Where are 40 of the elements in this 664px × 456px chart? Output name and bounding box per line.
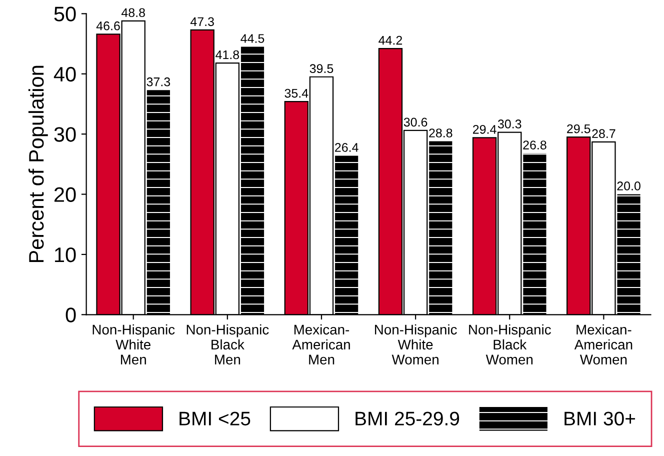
legend-label: BMI 25-29.9 — [356, 412, 460, 426]
bar — [335, 156, 358, 315]
data-label: 48.8 — [121, 8, 145, 18]
x-tick-label: Non-Hispanic Black Men — [186, 324, 269, 364]
data-label: 46.6 — [96, 21, 120, 30]
bar — [617, 194, 640, 315]
y-tick-label: 50 — [54, 6, 76, 22]
y-tick-label: 0 — [66, 308, 76, 322]
data-label: 28.7 — [592, 129, 616, 138]
x-tick-label: Non-Hispanic Black Women — [469, 324, 551, 364]
x-tick-label: Non-Hispanic White Women — [375, 324, 457, 364]
data-label: 29.5 — [567, 124, 590, 134]
data-label: 47.3 — [190, 17, 214, 26]
data-label: 44.5 — [240, 34, 264, 43]
data-label: 29.4 — [473, 124, 496, 134]
y-axis-title: Percent of Population — [28, 66, 48, 262]
x-tick-label: Mexican- American Women — [574, 324, 632, 364]
data-label: 26.4 — [335, 143, 358, 152]
bar — [146, 90, 170, 315]
data-label: 20.0 — [617, 182, 640, 190]
x-tick-label: Non-Hispanic White Men — [92, 324, 175, 364]
data-label: 37.3 — [146, 77, 170, 86]
y-tick-label: 20 — [54, 187, 76, 202]
y-tick-label: 30 — [54, 127, 76, 142]
y-tick-label: 10 — [55, 247, 76, 262]
data-label: 35.4 — [284, 88, 308, 98]
bar — [523, 153, 546, 315]
legend-label: BMI <25 — [180, 412, 250, 426]
legend-label: BMI 30+ — [564, 412, 636, 426]
x-tick-label: Mexican- American Men — [292, 324, 350, 364]
data-label: 41.8 — [216, 50, 240, 60]
data-label: 28.8 — [429, 128, 452, 138]
data-label: 26.8 — [523, 140, 546, 150]
bar — [240, 46, 264, 315]
data-label: 44.2 — [378, 36, 402, 45]
y-tick-label: 40 — [54, 66, 76, 82]
data-label: 39.5 — [310, 64, 334, 74]
bar — [429, 141, 452, 315]
data-label: 30.6 — [404, 118, 428, 127]
data-label: 30.3 — [498, 120, 522, 128]
